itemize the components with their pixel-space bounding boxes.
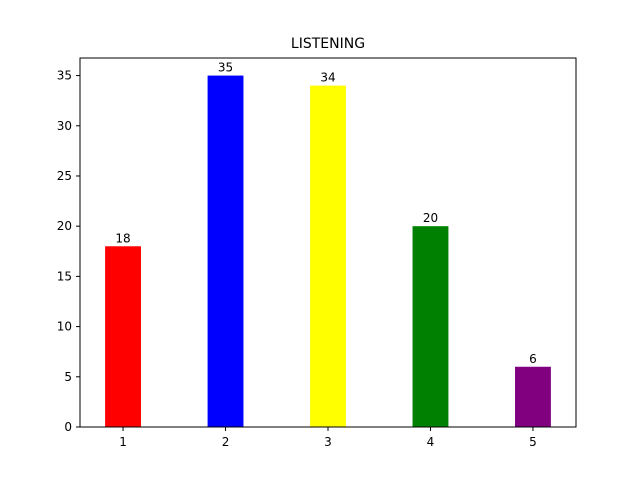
x-tick-label: 4 <box>427 435 435 449</box>
x-tick-label: 3 <box>324 435 332 449</box>
y-tick-label: 35 <box>57 69 72 83</box>
bar-5 <box>515 366 551 427</box>
y-tick-label: 25 <box>57 169 72 183</box>
y-tick-label: 0 <box>64 420 72 434</box>
y-axis: 0 5 10 15 20 25 30 35 <box>57 69 80 434</box>
chart-title: LISTENING <box>291 36 365 52</box>
data-label-5: 6 <box>529 352 537 366</box>
bar-4 <box>412 226 449 427</box>
y-tick-label: 15 <box>57 269 72 283</box>
data-label-3: 34 <box>320 71 335 85</box>
data-label-2: 35 <box>218 61 233 75</box>
bar-3 <box>310 85 346 427</box>
x-axis: 1 2 3 4 5 <box>119 427 537 449</box>
y-tick-label: 10 <box>57 320 72 334</box>
data-labels-group: 18 35 34 20 6 <box>115 61 536 366</box>
plot-frame <box>79 57 577 428</box>
y-tick-label: 30 <box>57 119 72 133</box>
bar-2 <box>207 75 244 428</box>
data-label-1: 18 <box>115 231 130 245</box>
y-tick-label: 5 <box>64 370 72 384</box>
y-tick-label: 20 <box>57 219 72 233</box>
x-tick-label: 5 <box>529 435 537 449</box>
bar-1 <box>105 246 141 427</box>
bars-group <box>105 75 551 428</box>
data-label-4: 20 <box>423 211 438 225</box>
x-tick-label: 1 <box>119 435 127 449</box>
x-tick-label: 2 <box>222 435 230 449</box>
